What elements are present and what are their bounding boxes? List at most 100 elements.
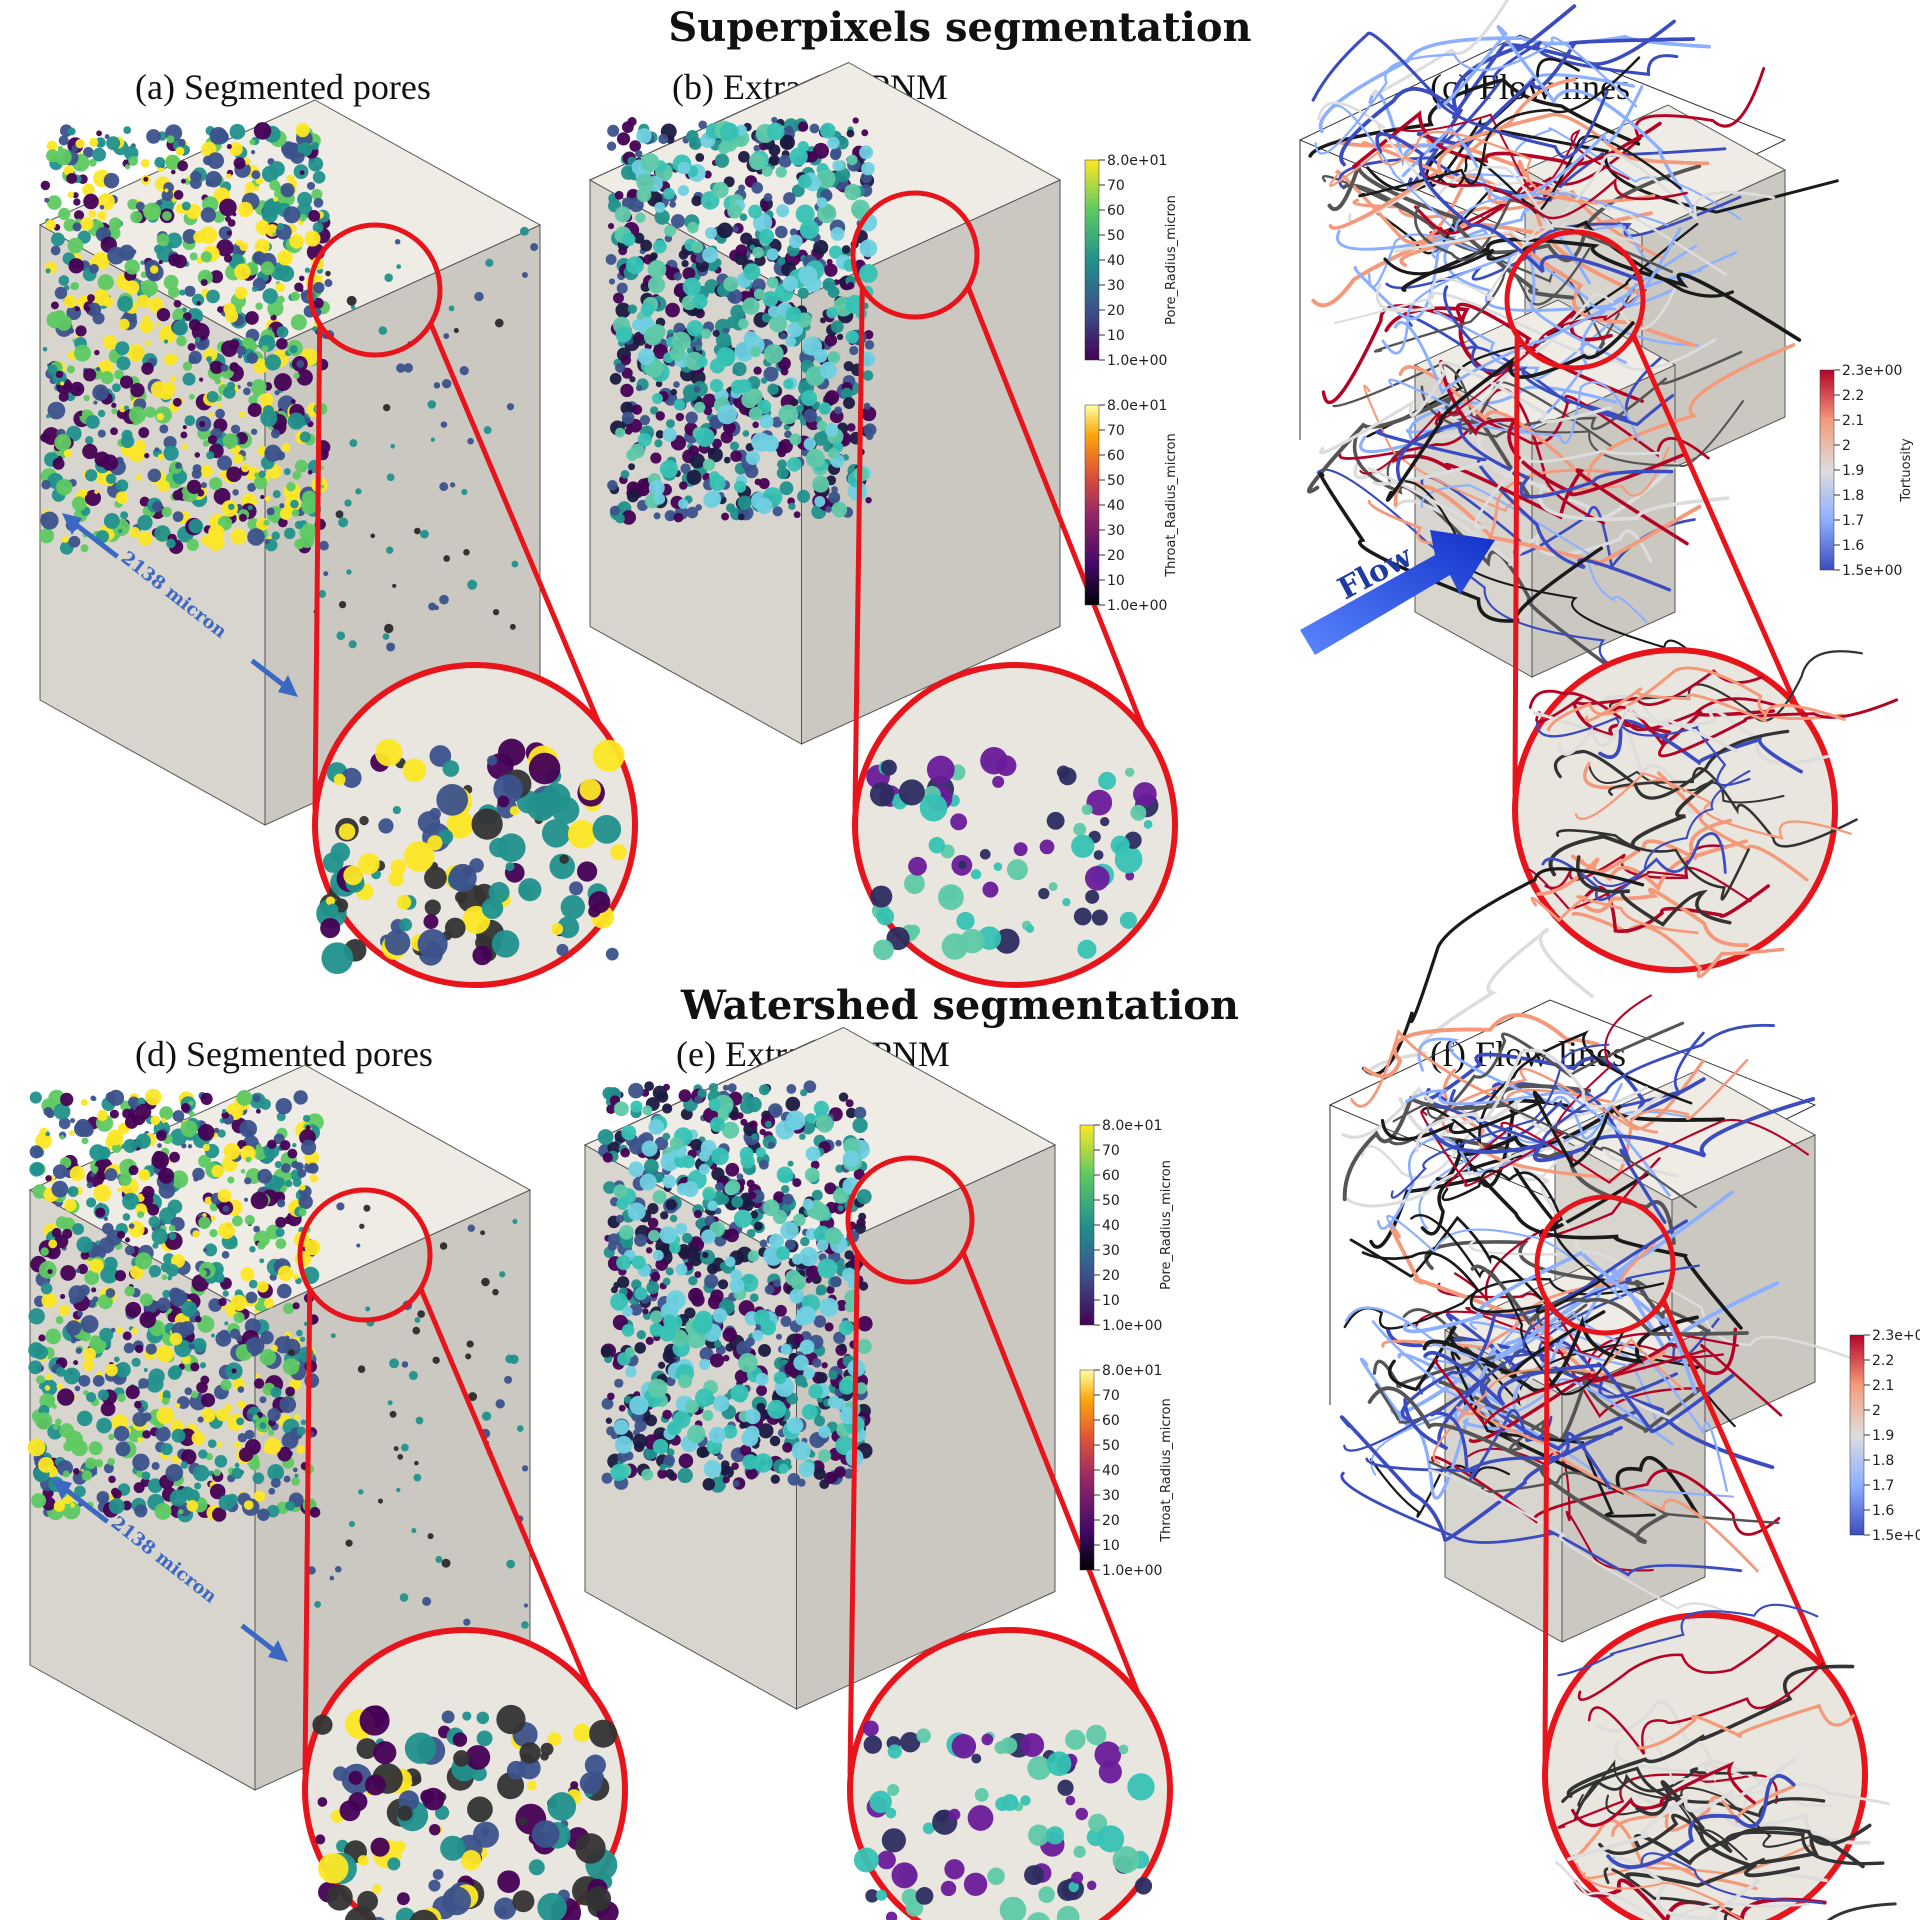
pore-blob	[218, 1222, 235, 1239]
pnm-throat	[607, 480, 618, 491]
flow-streamline	[1385, 321, 1635, 502]
pore-blob	[287, 1349, 295, 1357]
pnm-pore-sphere	[828, 245, 843, 259]
pnm-throat	[711, 1167, 725, 1181]
pnm-throat	[758, 478, 770, 490]
pore-blob	[253, 1225, 261, 1233]
zoom-pnm-node	[886, 926, 910, 951]
pore-blob	[283, 1302, 295, 1315]
pore-blob	[289, 345, 298, 354]
zoom-pore-blob	[547, 1792, 577, 1821]
pore-blob	[86, 1197, 97, 1208]
pore-blob	[509, 623, 516, 630]
pore-blob	[217, 403, 222, 408]
flow-streamline	[1311, 222, 1644, 308]
pore-blob	[45, 1328, 62, 1345]
tortuosity-f-colorbar-tick-label: 1.8	[1872, 1453, 1894, 1469]
pnm-pore-sphere	[727, 203, 743, 219]
throat-b-colorbar-tick-label: 50	[1107, 473, 1125, 489]
pore-blob	[207, 1439, 217, 1449]
pore-blob	[422, 1596, 432, 1607]
zoom-pnm-node	[1065, 1729, 1086, 1750]
pnm-throat	[739, 1444, 752, 1456]
zoom-pnm-node	[1088, 1813, 1108, 1833]
pnm-pore-sphere	[799, 1246, 819, 1267]
pnm-pore-sphere	[712, 181, 729, 199]
pnm-throat	[775, 1333, 782, 1340]
pnm-throat	[791, 398, 799, 407]
zoom-pore-blob	[344, 1906, 377, 1920]
pore-blob	[80, 1315, 99, 1334]
pore-blob	[158, 1167, 175, 1184]
pnm-pore-sphere	[622, 1306, 633, 1317]
pore-blob	[370, 533, 376, 539]
pnm-pore-sphere	[783, 378, 794, 390]
pnm-pore-sphere	[838, 1378, 855, 1395]
pnm-pore-sphere	[750, 346, 761, 358]
pnm-throat	[605, 254, 617, 265]
pore-blob	[166, 1263, 179, 1277]
pore-blob	[193, 231, 206, 244]
pnm-throat	[618, 1404, 626, 1412]
pnm-pore-sphere	[797, 141, 809, 153]
pore-blob	[40, 1282, 53, 1295]
dimension-arrow-line	[68, 518, 292, 692]
pore-blob	[236, 1090, 253, 1106]
pnm-pore-sphere	[616, 1255, 632, 1271]
pnm-pore-sphere	[755, 1372, 769, 1386]
pore-blob	[276, 222, 285, 231]
pnm-throat	[767, 383, 779, 395]
pore-blob	[135, 1103, 152, 1120]
pore-blob	[214, 1127, 220, 1134]
pnm-pore-sphere	[648, 479, 665, 496]
pnm-pore-sphere	[752, 246, 764, 259]
pnm-throat	[718, 1194, 730, 1205]
flow-streamline	[1367, 223, 1652, 289]
zoom-pore-blob	[356, 1738, 378, 1759]
pore-blob	[389, 1358, 400, 1369]
pore-blob	[282, 1358, 300, 1376]
pnm-pore-sphere	[769, 314, 788, 333]
pnm-throat	[715, 1182, 725, 1192]
zoom-streamline	[1554, 1861, 1810, 1920]
pore-blob	[140, 158, 150, 168]
pnm-throat	[787, 1160, 794, 1167]
pnm-throat	[702, 1251, 709, 1259]
pore-blob	[200, 207, 216, 223]
pnm-throat	[679, 481, 688, 490]
pnm-throat	[753, 144, 761, 152]
zoom-pore-blob	[440, 1835, 466, 1861]
pore-blob	[311, 188, 323, 201]
pore-blob	[181, 1449, 197, 1465]
pore-blob	[76, 1410, 93, 1427]
pnm-pore-sphere	[805, 1146, 821, 1162]
pore-blob	[184, 285, 196, 297]
zoom-pnm-node	[1075, 1807, 1089, 1821]
pore-blob	[432, 1356, 440, 1364]
pore-e-colorbar-gradient	[1079, 1124, 1095, 1326]
zoom-pnm-node	[954, 935, 969, 950]
pore-blob	[152, 1242, 159, 1249]
pnm-pore-sphere	[642, 1105, 653, 1116]
pore-blob	[304, 1239, 321, 1256]
pore-blob	[302, 1114, 311, 1123]
pore-blob	[197, 1416, 204, 1423]
pore-blob	[313, 282, 325, 294]
pnm-throat	[801, 1381, 808, 1388]
pore-blob	[179, 1321, 195, 1336]
pore-blob	[154, 525, 171, 542]
pore-blob	[148, 1368, 165, 1385]
pore-blob	[68, 1285, 86, 1303]
zoom-pore-blob	[326, 1884, 353, 1911]
pore-blob	[83, 146, 94, 158]
pnm-throat	[777, 257, 786, 266]
pnm-pore-sphere	[613, 1419, 629, 1435]
pore-blob	[89, 1144, 106, 1161]
pnm-pore-sphere	[658, 1324, 676, 1342]
pnm-pore-sphere	[826, 307, 838, 319]
pore-blob	[177, 138, 186, 147]
pnm-pore-sphere	[847, 154, 858, 166]
pore-blob	[188, 518, 204, 534]
zoom-pore-blob	[505, 862, 515, 872]
pnm-pore-sphere	[797, 174, 812, 189]
